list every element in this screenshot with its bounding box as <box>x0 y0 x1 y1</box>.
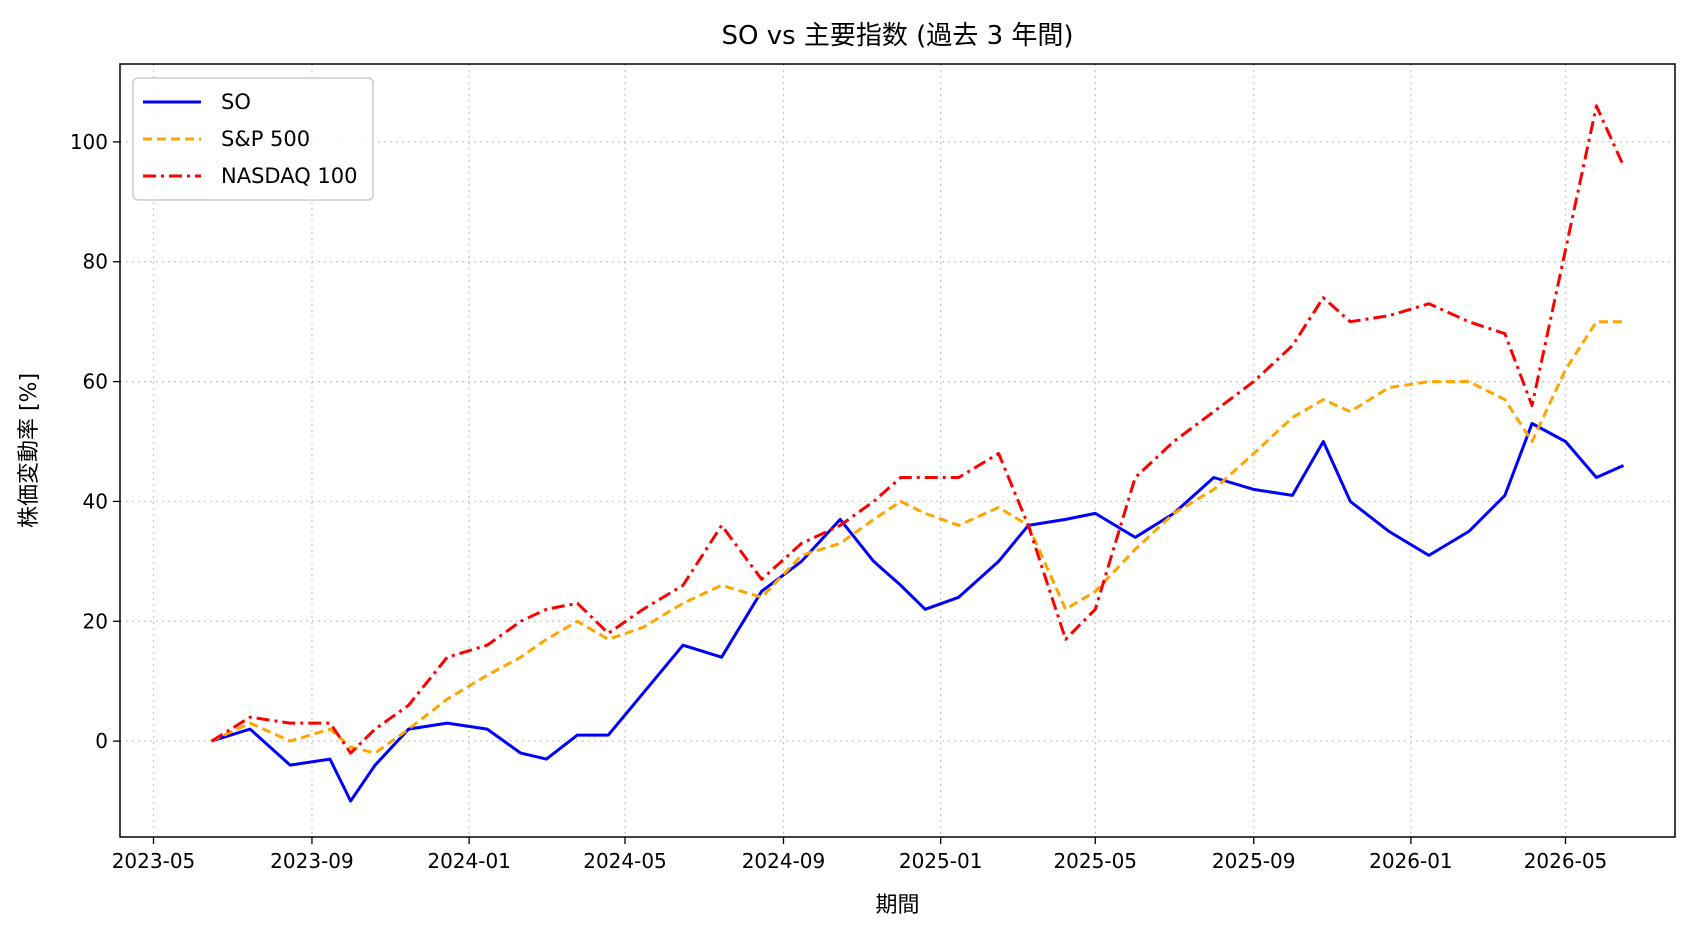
legend-label: S&P 500 <box>221 127 310 151</box>
series-line-nasdaq-100 <box>210 104 1625 755</box>
y-tick-label: 60 <box>83 370 108 394</box>
grid <box>120 64 1675 837</box>
chart-title: SO vs 主要指数 (過去 3 年間) <box>721 21 1073 51</box>
y-tick-label: 100 <box>70 130 108 154</box>
y-tick-label: 40 <box>83 489 108 513</box>
legend-label: NASDAQ 100 <box>221 164 358 188</box>
series-line-so <box>211 422 1625 803</box>
legend-box <box>132 77 374 201</box>
x-tick-label: 2023-09 <box>270 849 354 873</box>
legend-label: SO <box>221 90 251 114</box>
x-tick-label: 2026-05 <box>1524 849 1608 873</box>
x-tick-label: 2024-05 <box>583 849 667 873</box>
x-tick-label: 2025-09 <box>1212 849 1296 873</box>
x-tick-label: 2024-09 <box>742 849 826 873</box>
plot-frame <box>119 63 1676 838</box>
series-layer <box>210 104 1625 803</box>
y-tick-label: 20 <box>83 609 108 633</box>
ticks: 2023-05 2023-09 2024-01 2024-05 2024-09 2025-… <box>70 130 1607 873</box>
x-tick-label: 2026-01 <box>1369 849 1453 873</box>
x-axis-title: 期間 <box>875 893 919 918</box>
x-tick-label: 2023-05 <box>112 849 196 873</box>
x-tick-label: 2024-01 <box>427 849 511 873</box>
y-axis-title: 株価変動率 [%] <box>17 373 42 528</box>
series-line-s-p-500 <box>210 320 1624 755</box>
x-tick-label: 2025-01 <box>899 849 983 873</box>
legend: SO S&P 500 NASDAQ 100 <box>132 77 374 201</box>
x-tick-label: 2025-05 <box>1053 849 1137 873</box>
y-tick-label: 80 <box>83 250 108 274</box>
y-tick-label: 0 <box>95 729 108 753</box>
